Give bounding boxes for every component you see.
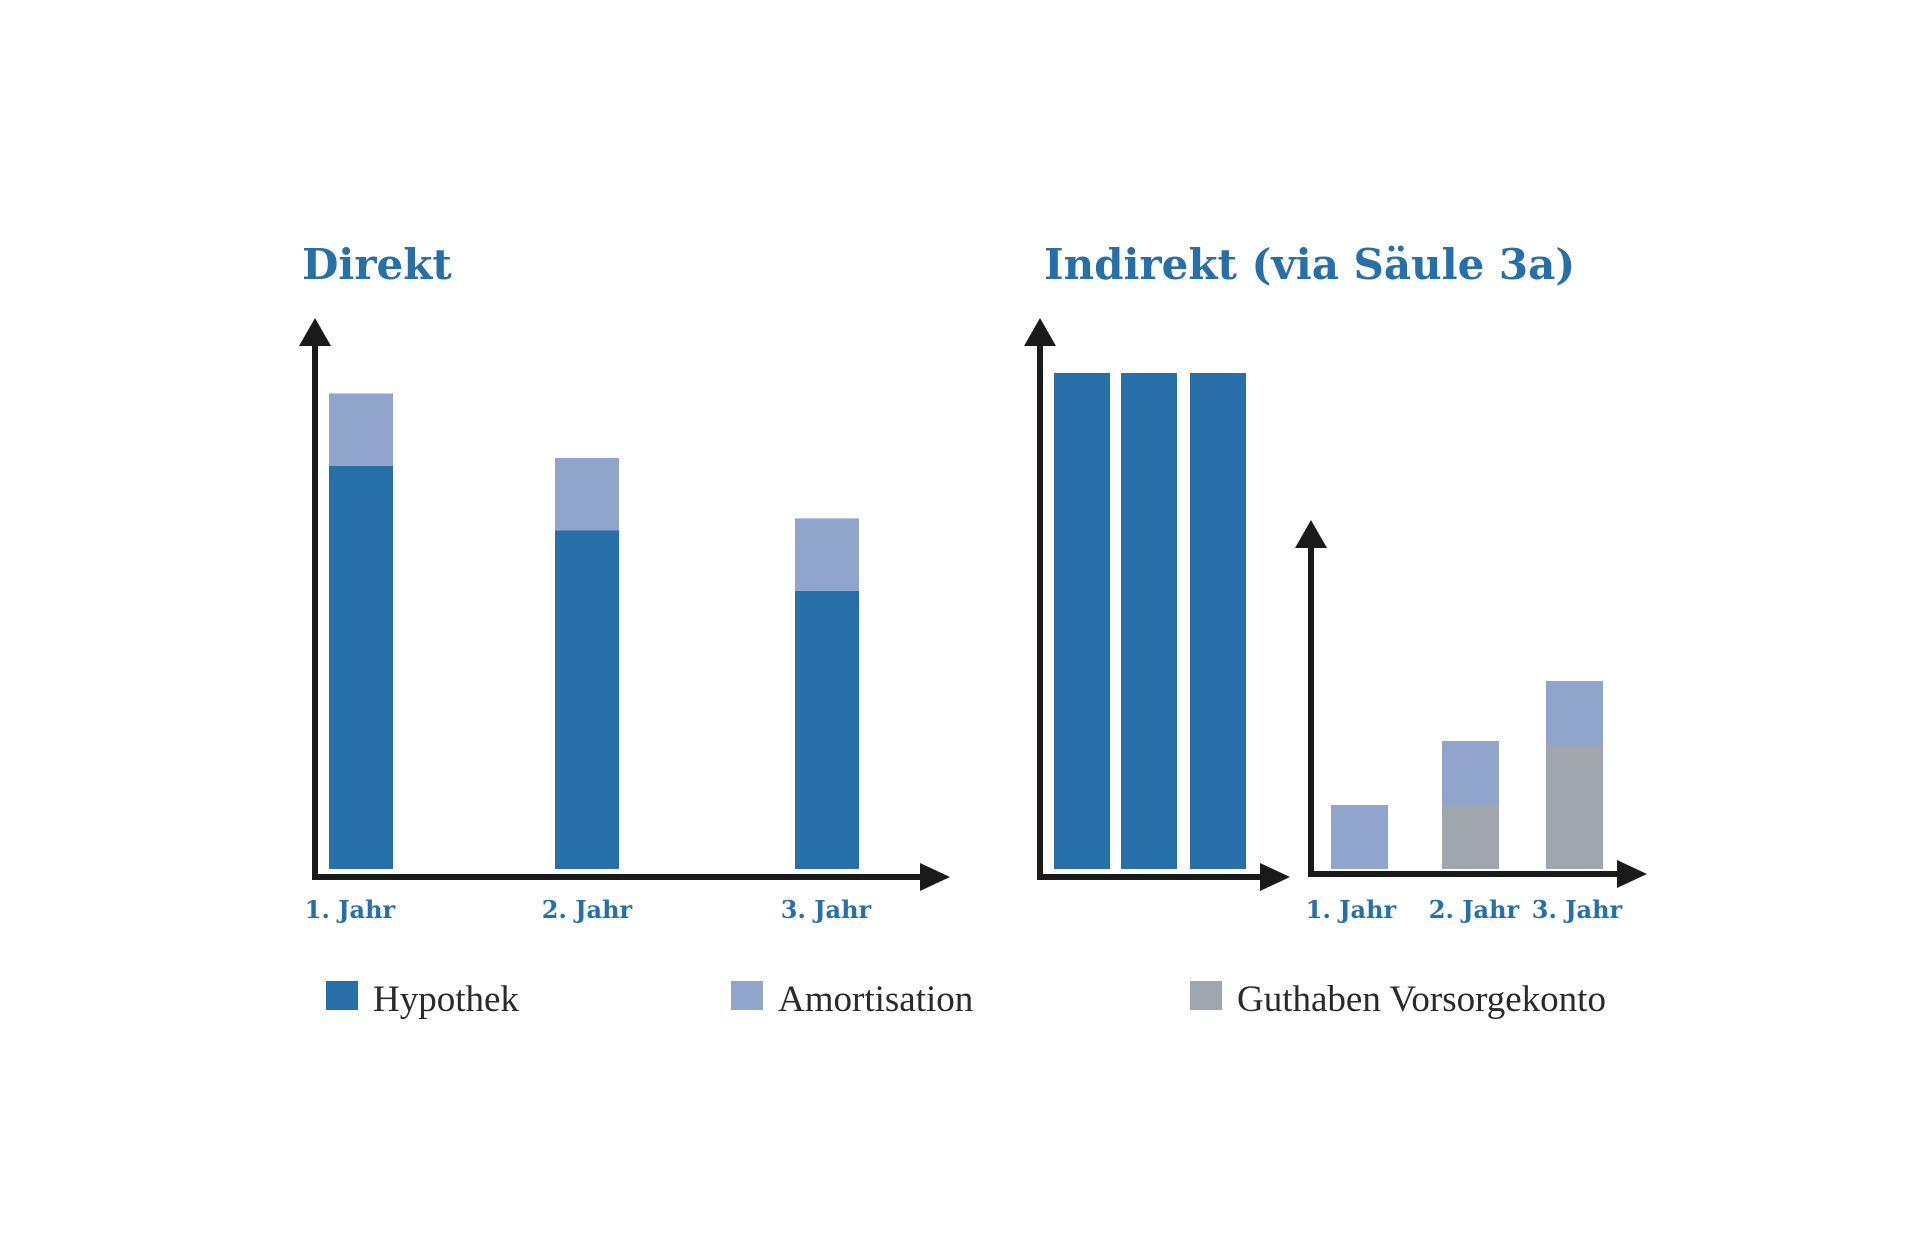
x-tick-label: 1. Jahr: [305, 895, 396, 924]
legend-swatch: [1190, 981, 1222, 1010]
bar-hypothek-3: [1190, 373, 1246, 869]
bar-amortisation-1: [329, 393, 393, 466]
direkt-axes: [299, 318, 950, 891]
legend-label: Guthaben Vorsorgekonto: [1237, 979, 1606, 1020]
direkt-bars: [329, 393, 859, 869]
x-tick-label: 3. Jahr: [1532, 895, 1623, 924]
legend-item-hypothek: Hypothek: [326, 979, 519, 1020]
bar-hypothek-3: [795, 590, 859, 869]
indirekt-vorsorge-bars: [1331, 681, 1603, 869]
bar-amortisation-1: [1331, 805, 1388, 869]
y-axis-arrow-icon: [1295, 520, 1327, 548]
x-axis-arrow-icon: [920, 863, 950, 891]
legend-swatch: [326, 981, 358, 1010]
bar-guthaben-vorsorgekonto-2: [1442, 805, 1499, 869]
bar-hypothek-2: [555, 530, 619, 869]
x-tick-label: 3. Jahr: [781, 895, 872, 924]
bar-hypothek-1: [329, 466, 393, 869]
x-tick-label: 2. Jahr: [542, 895, 633, 924]
y-axis-arrow-icon: [1024, 318, 1056, 346]
legend-label: Amortisation: [778, 979, 973, 1020]
bar-amortisation-2: [1442, 741, 1499, 805]
legend-label: Hypothek: [373, 979, 519, 1020]
bar-hypothek-2: [1121, 373, 1177, 869]
x-axis-arrow-icon: [1260, 863, 1290, 891]
x-axis-arrow-icon: [1617, 860, 1647, 888]
x-tick-label: 2. Jahr: [1429, 895, 1520, 924]
legend-swatch: [731, 981, 763, 1010]
x-tick-label: 1. Jahr: [1306, 895, 1397, 924]
bar-hypothek-1: [1054, 373, 1110, 869]
bar-amortisation-3: [1546, 681, 1603, 745]
legend-item-amortisation: Amortisation: [731, 979, 973, 1020]
bar-guthaben-vorsorgekonto-3: [1546, 745, 1603, 869]
indirekt-chart-title: Indirekt (via Säule 3a): [1044, 240, 1575, 289]
indirekt-left-axes: [1024, 318, 1290, 891]
indirekt-right-axes: [1295, 520, 1647, 888]
legend-item-guthaben: Guthaben Vorsorgekonto: [1190, 979, 1606, 1020]
bar-amortisation-3: [795, 518, 859, 591]
y-axis-arrow-icon: [299, 318, 331, 346]
indirekt-hypothek-bars: [1054, 373, 1246, 869]
direkt-chart-title: Direkt: [302, 240, 452, 289]
bar-amortisation-2: [555, 457, 619, 531]
